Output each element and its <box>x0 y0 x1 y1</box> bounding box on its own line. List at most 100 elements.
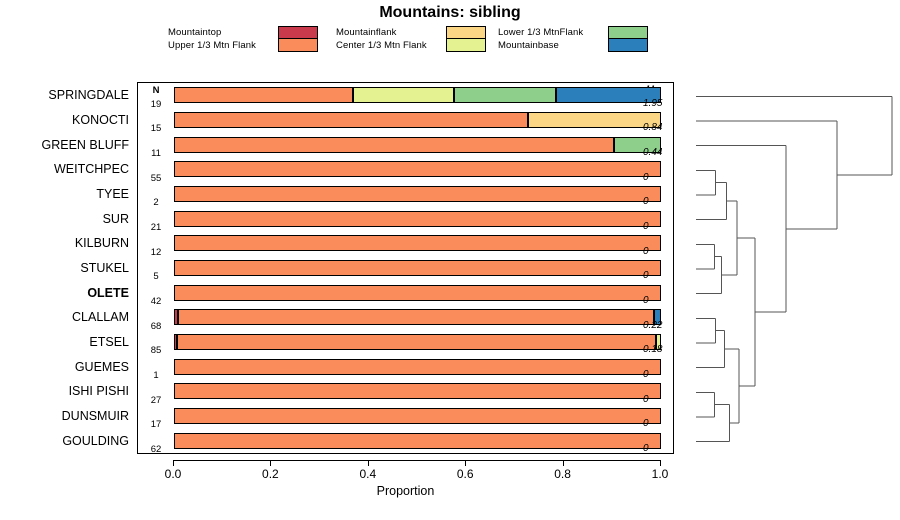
stacked-bar <box>174 210 661 227</box>
x-axis-tick-label: 0.4 <box>359 467 377 481</box>
row-h-value: 0 <box>643 196 649 208</box>
bar-segment <box>177 333 657 350</box>
bars-area: NH191.95150.84110.445502021012050420680.… <box>138 83 675 455</box>
stacked-bar <box>174 136 661 153</box>
bar-segment <box>174 185 661 202</box>
row-h-value: 0 <box>643 368 649 380</box>
y-axis-label: TYEE <box>96 187 129 201</box>
y-axis-label: SPRINGDALE <box>48 88 129 103</box>
y-axis-label: GOULDING <box>62 433 129 448</box>
legend-labels: Lower 1/3 MtnFlank Mountainbase <box>498 26 604 52</box>
row-h-value: 0 <box>643 393 649 405</box>
x-axis-tick <box>465 460 467 466</box>
legend-swatch <box>279 39 317 51</box>
legend-labels: Mountaintop Upper 1/3 Mtn Flank <box>168 26 274 52</box>
bar-segment <box>174 210 661 227</box>
y-axis-label: CLALLAM <box>72 310 129 325</box>
bar-row: 42 0 <box>138 282 675 307</box>
bar-segment <box>556 87 661 104</box>
legend: Mountaintop Upper 1/3 Mtn Flank Mountainfl… <box>168 26 668 56</box>
x-axis-title: Proportion <box>376 484 435 498</box>
stacked-bar <box>174 309 661 326</box>
row-n-value: 55 <box>150 172 162 184</box>
bar-segment <box>174 309 178 326</box>
x-axis-tick-label: 1.0 <box>651 467 669 481</box>
legend-swatches <box>446 26 486 52</box>
y-axis-label: KILBURN <box>74 236 129 251</box>
y-axis-label: ETSEL <box>89 335 129 349</box>
legend-label: Mountainbase <box>498 40 559 51</box>
row-h-value: 0 <box>643 294 649 306</box>
n-column-header: N <box>152 85 160 96</box>
bar-row: 68 0.22 <box>138 307 675 332</box>
stacked-bar <box>174 358 661 375</box>
stacked-bar <box>174 432 661 449</box>
page-title: Mountains: sibling <box>379 4 521 21</box>
legend-swatch <box>447 39 485 51</box>
row-n-value: 19 <box>150 98 162 110</box>
row-h-value: 0 <box>643 220 649 232</box>
y-axis-label: STUKEL <box>80 261 129 275</box>
stacked-bar <box>174 259 661 276</box>
legend-swatches <box>608 26 648 52</box>
x-axis: 0.0 0.2 0.4 0.6 0.8 1.0 <box>137 454 674 494</box>
bar-row: 27 0 <box>138 381 675 406</box>
stacked-bar <box>174 235 661 252</box>
bar-row: 15 0.84 <box>138 110 675 134</box>
row-n-value: 17 <box>150 419 162 431</box>
row-n-value: 11 <box>151 147 161 159</box>
bar-segment <box>656 333 661 350</box>
bar-segment <box>174 111 529 128</box>
bar-segment <box>653 309 661 326</box>
row-n-value: 5 <box>153 271 159 283</box>
legend-labels: Mountainflank Center 1/3 Mtn Flank <box>336 26 442 52</box>
bar-segment <box>177 309 654 326</box>
x-axis-tick <box>660 460 662 466</box>
y-axis-label: SUR <box>102 211 129 226</box>
bar-segment <box>174 259 661 276</box>
row-n-value: 42 <box>150 295 162 307</box>
bar-segment <box>174 161 661 178</box>
legend-label: Mountaintop <box>168 27 222 38</box>
row-n-value: 1 <box>153 369 159 381</box>
bar-row: 62 0 <box>138 430 675 455</box>
row-h-value: 0.44 <box>643 146 663 158</box>
x-axis-line <box>173 460 660 462</box>
row-n-value: 12 <box>150 246 162 258</box>
row-h-value: 0.84 <box>643 122 663 134</box>
stacked-bar <box>174 383 661 400</box>
x-axis-tick <box>270 460 272 466</box>
dendrogram <box>676 82 900 454</box>
y-axis-label: GUEMES <box>74 359 129 374</box>
legend-label: Center 1/3 Mtn Flank <box>336 40 427 51</box>
bar-segment <box>174 383 661 400</box>
stacked-bar <box>174 111 661 128</box>
bar-row: 85 0.18 <box>138 332 675 356</box>
row-h-value: 0.22 <box>643 319 663 331</box>
legend-label: Lower 1/3 MtnFlank <box>498 27 584 38</box>
bar-row: 17 0 <box>138 406 675 431</box>
bar-segment <box>353 87 454 104</box>
bar-segment <box>174 358 661 375</box>
bar-segment <box>174 432 661 449</box>
bar-segment <box>174 235 661 252</box>
row-n-value: 27 <box>150 394 162 406</box>
legend-swatch <box>279 27 317 39</box>
bar-row: 19 1.95 <box>138 85 675 110</box>
stacked-bar <box>174 407 661 424</box>
bar-segment <box>528 111 661 128</box>
x-axis-tick-label: 0.8 <box>554 467 571 481</box>
row-n-value: 68 <box>150 320 162 332</box>
legend-label: Mountainflank <box>336 27 397 38</box>
bar-row: 12 0 <box>138 233 675 258</box>
legend-swatch <box>609 39 647 51</box>
y-axis-label: WEITCHPEC <box>54 162 129 177</box>
plot-frame: NH191.95150.84110.445502021012050420680.… <box>137 82 675 455</box>
row-h-value: 0 <box>643 270 649 282</box>
row-h-value: 0 <box>643 171 649 183</box>
bar-segment <box>174 136 614 153</box>
x-axis-tick <box>173 460 175 466</box>
bar-segment <box>174 87 354 104</box>
x-axis-tick-label: 0.2 <box>262 467 279 481</box>
